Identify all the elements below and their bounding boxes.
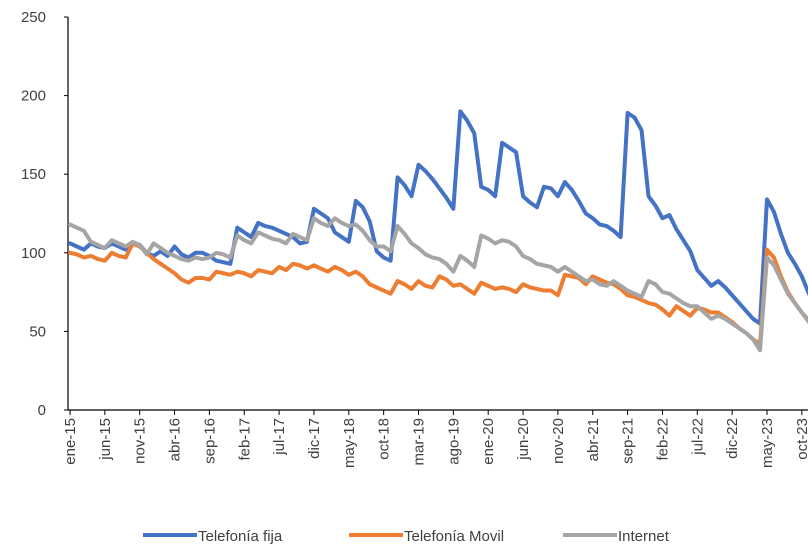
x-tick-label: dic-22 — [724, 418, 741, 459]
y-tick-label: 250 — [21, 9, 46, 26]
x-tick-label: oct-23 — [794, 418, 808, 460]
x-tick-label: mar-19 — [411, 418, 428, 466]
y-tick-label: 50 — [29, 323, 46, 340]
y-tick-label: 0 — [38, 402, 46, 419]
legend-label: Internet — [618, 528, 670, 545]
y-tick-label: 150 — [21, 166, 46, 183]
y-tick-label: 100 — [21, 245, 46, 262]
x-tick-label: may-18 — [341, 418, 358, 468]
x-tick-label: jul-17 — [271, 418, 288, 456]
x-tick-label: jun-20 — [515, 418, 532, 461]
series-line — [68, 241, 808, 346]
x-tick-label: dic-17 — [306, 418, 323, 459]
plot-area: 0 50 100 150 200 250 ene-15 jun-15 nov-15 abr-16 s… — [21, 9, 808, 468]
legend: Telefonía fija Telefonía Movil Internet — [143, 528, 670, 545]
x-tick-label: feb-17 — [236, 418, 253, 461]
x-tick-label: jul-22 — [689, 418, 706, 456]
x-tick-label: nov-20 — [550, 418, 567, 464]
x-tick-label: ene-20 — [480, 418, 497, 465]
x-tick-label: ene-15 — [62, 418, 79, 465]
x-tick-label: may-23 — [759, 418, 776, 468]
x-tick-label: feb-22 — [654, 418, 671, 461]
x-tick-label: sep-16 — [201, 418, 218, 464]
x-tick-label: jun-15 — [97, 418, 114, 461]
x-tick-label: ago-19 — [445, 418, 462, 465]
legend-label: Telefonía Movil — [404, 528, 504, 545]
series-line — [68, 109, 808, 326]
legend-label: Telefonía fija — [198, 528, 283, 545]
x-tick-label: sep-21 — [620, 418, 637, 464]
x-tick-label: nov-15 — [132, 418, 149, 464]
x-tick-label: abr-16 — [167, 418, 184, 461]
x-tick-label: abr-21 — [585, 418, 602, 461]
series-line — [68, 216, 808, 353]
x-tick-label: oct-18 — [376, 418, 393, 460]
y-tick-label: 200 — [21, 88, 46, 105]
